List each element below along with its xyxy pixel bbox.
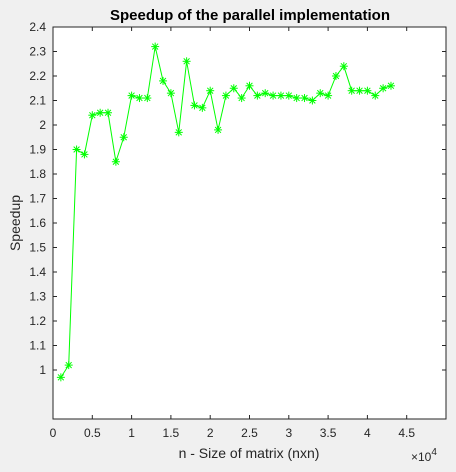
data-point-marker bbox=[316, 89, 325, 98]
data-point-marker bbox=[229, 84, 238, 93]
data-point-marker bbox=[135, 94, 144, 103]
data-point-marker bbox=[206, 86, 215, 95]
markers-layer bbox=[56, 42, 395, 382]
y-tick-label: 2.3 bbox=[29, 45, 46, 59]
y-tick-label: 1.2 bbox=[29, 314, 46, 328]
data-point-marker bbox=[56, 373, 65, 382]
x-tick-label: 3.5 bbox=[320, 426, 337, 440]
y-tick-label: 1.9 bbox=[29, 143, 46, 157]
data-point-marker bbox=[104, 108, 113, 117]
data-point-marker bbox=[127, 91, 136, 100]
data-point-marker bbox=[363, 86, 372, 95]
y-tick-label: 1.1 bbox=[29, 339, 46, 353]
y-tick-label: 2.1 bbox=[29, 94, 46, 108]
axes-box bbox=[52, 26, 447, 420]
data-point-marker bbox=[119, 133, 128, 142]
data-point-marker bbox=[386, 81, 395, 90]
y-tick-label: 1.3 bbox=[29, 290, 46, 304]
data-point-marker bbox=[261, 89, 270, 98]
data-point-marker bbox=[221, 91, 230, 100]
data-point-marker bbox=[300, 94, 309, 103]
y-tick-label: 1 bbox=[39, 363, 46, 377]
data-point-marker bbox=[379, 84, 388, 93]
data-point-marker bbox=[355, 86, 364, 95]
plot-area bbox=[53, 27, 446, 419]
x-tick-label: 1.5 bbox=[163, 426, 180, 440]
x-tick-label: 0 bbox=[50, 426, 57, 440]
data-point-marker bbox=[111, 157, 120, 166]
x-tick-label: 4.5 bbox=[398, 426, 415, 440]
x-tick-label: 2 bbox=[207, 426, 214, 440]
y-tick-label: 1.8 bbox=[29, 167, 46, 181]
y-tick-label: 1.7 bbox=[29, 192, 46, 206]
data-point-marker bbox=[190, 101, 199, 110]
data-point-marker bbox=[324, 91, 333, 100]
data-point-marker bbox=[269, 91, 278, 100]
x-multiplier-base: ×10 bbox=[411, 450, 432, 464]
x-tick-label: 1 bbox=[128, 426, 135, 440]
y-tick-label: 2.4 bbox=[29, 20, 46, 34]
data-point-marker bbox=[253, 91, 262, 100]
data-point-marker bbox=[347, 86, 356, 95]
data-point-marker bbox=[96, 108, 105, 117]
data-point-marker bbox=[72, 145, 81, 154]
data-point-marker bbox=[237, 94, 246, 103]
data-point-marker bbox=[331, 72, 340, 80]
data-point-marker bbox=[339, 62, 348, 71]
data-point-marker bbox=[64, 361, 73, 370]
data-point-marker bbox=[276, 91, 285, 100]
x-multiplier-label: ×104 bbox=[411, 447, 437, 464]
data-point-marker bbox=[182, 57, 191, 66]
x-tick-label: 4 bbox=[364, 426, 371, 440]
x-multiplier-exponent: 4 bbox=[431, 447, 437, 458]
ticks-layer: 0 0.5 1 1.5 2 2.5 3 3.5 4 4.5 1 1.1 1.2 1.3 1.4 1.5 1.6 1… bbox=[29, 20, 446, 440]
data-point-marker bbox=[308, 96, 317, 105]
chart-title: Speedup of the parallel implementation bbox=[110, 7, 390, 24]
data-point-marker bbox=[245, 81, 254, 90]
y-tick-label: 2.2 bbox=[29, 69, 46, 83]
data-point-marker bbox=[214, 125, 223, 134]
x-tick-label: 2.5 bbox=[241, 426, 258, 440]
data-point-marker bbox=[159, 76, 168, 85]
y-tick-label: 1.5 bbox=[29, 241, 46, 255]
data-point-marker bbox=[166, 89, 175, 98]
data-point-marker bbox=[151, 42, 160, 51]
x-tick-label: 0.5 bbox=[84, 426, 101, 440]
data-point-marker bbox=[284, 91, 293, 100]
data-point-marker bbox=[88, 111, 97, 120]
y-tick-label: 1.6 bbox=[29, 216, 46, 230]
data-point-marker bbox=[371, 91, 380, 100]
y-axis-label: Speedup bbox=[7, 195, 23, 251]
x-axis-label: n - Size of matrix (nxn) bbox=[179, 445, 320, 461]
x-tick-label: 3 bbox=[285, 426, 292, 440]
data-point-marker bbox=[292, 94, 301, 103]
y-tick-label: 1.4 bbox=[29, 265, 46, 279]
data-point-marker bbox=[80, 150, 89, 159]
y-tick-label: 2 bbox=[39, 118, 46, 132]
data-point-marker bbox=[143, 94, 152, 103]
data-point-marker bbox=[174, 128, 183, 137]
data-point-marker bbox=[198, 103, 207, 112]
